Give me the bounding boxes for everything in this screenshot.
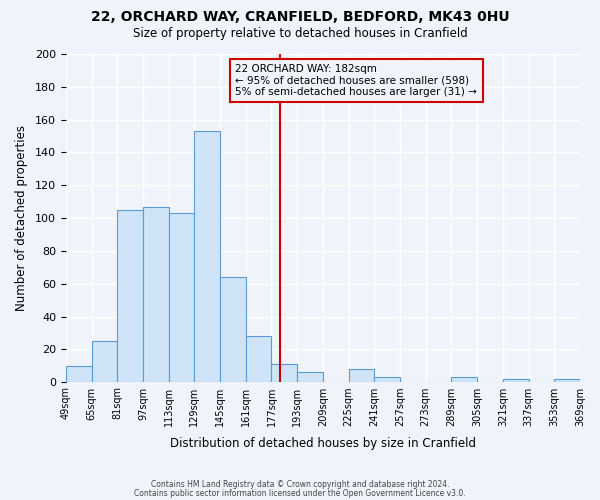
Bar [66,366,92,382]
Bar [374,378,400,382]
Bar [349,369,374,382]
Bar [143,206,169,382]
Bar [194,131,220,382]
Text: 22 ORCHARD WAY: 182sqm
← 95% of detached houses are smaller (598)
5% of semi-det: 22 ORCHARD WAY: 182sqm ← 95% of detached… [235,64,478,97]
Y-axis label: Number of detached properties: Number of detached properties [15,125,28,311]
Bar [220,277,246,382]
Text: Contains public sector information licensed under the Open Government Licence v3: Contains public sector information licen… [134,488,466,498]
Bar [271,364,297,382]
Bar [503,379,529,382]
Text: 22, ORCHARD WAY, CRANFIELD, BEDFORD, MK43 0HU: 22, ORCHARD WAY, CRANFIELD, BEDFORD, MK4… [91,10,509,24]
Bar [246,336,271,382]
Bar [297,372,323,382]
Bar [92,341,117,382]
Text: Contains HM Land Registry data © Crown copyright and database right 2024.: Contains HM Land Registry data © Crown c… [151,480,449,489]
X-axis label: Distribution of detached houses by size in Cranfield: Distribution of detached houses by size … [170,437,476,450]
Bar [554,379,580,382]
Bar [169,213,194,382]
Bar [451,378,477,382]
Bar [117,210,143,382]
Text: Size of property relative to detached houses in Cranfield: Size of property relative to detached ho… [133,28,467,40]
